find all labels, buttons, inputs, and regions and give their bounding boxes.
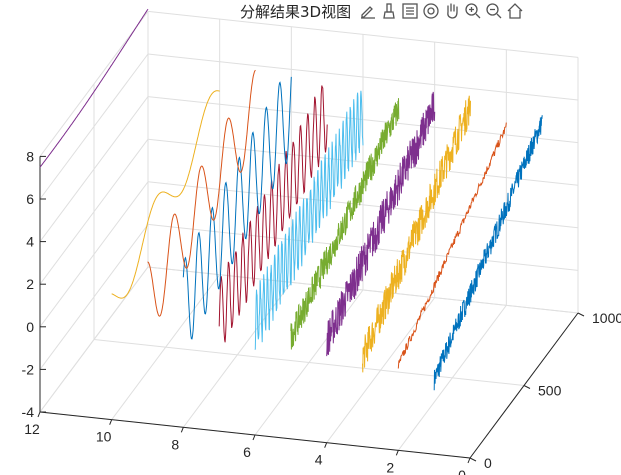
gridline-x (111, 274, 221, 420)
figure-title: 分解结果3D视图 (240, 2, 352, 21)
x-tick-mark (180, 427, 184, 433)
z-tick-label: -4 (22, 404, 35, 420)
series-line-6 (254, 90, 364, 350)
gridline-x (182, 282, 292, 428)
x-tick-mark (109, 419, 113, 425)
data-series (39, 8, 543, 391)
series-line-3 (362, 95, 471, 373)
figure-toolbar: 分解结果3D视图 (240, 0, 621, 22)
x-tick-label: 0 (458, 467, 466, 475)
x-tick-label: 8 (171, 436, 179, 452)
x-tick-mark (37, 411, 41, 418)
gridline-x (326, 297, 436, 443)
y-tick-mark (577, 312, 585, 317)
z-tick-label: 4 (26, 234, 34, 250)
brush-icon[interactable] (378, 1, 399, 21)
x-tick-label: 12 (24, 421, 40, 437)
z-tick-label: 6 (26, 191, 34, 207)
zoom-in-icon[interactable] (462, 1, 483, 21)
gridline-z (39, 11, 149, 157)
y-tick-mark (523, 385, 531, 389)
z-tick-label: 2 (26, 276, 34, 292)
series-line-2 (397, 122, 507, 369)
y-tick-label: 500 (538, 383, 562, 399)
series-line-1 (433, 115, 543, 391)
x-tick-mark (252, 434, 256, 441)
x-tick-label: 2 (386, 459, 394, 475)
series-line-5 (290, 98, 400, 350)
axes-lines (37, 155, 585, 464)
edit-figure-icon[interactable] (357, 1, 378, 21)
zoom-out-icon[interactable] (483, 1, 504, 21)
series-line-4 (326, 91, 436, 357)
y-tick-mark (469, 457, 477, 462)
legend-icon[interactable] (399, 1, 420, 21)
rotate-3d-icon[interactable] (420, 1, 441, 21)
x-tick-label: 10 (96, 429, 112, 445)
y-tick-label: 1000 (592, 310, 621, 326)
gridline-x (397, 305, 507, 451)
series-line-9 (147, 69, 256, 317)
pan-hand-icon[interactable] (441, 1, 462, 21)
x-tick-mark (324, 442, 328, 448)
z-tick-label: -2 (22, 361, 35, 377)
x-tick-mark (395, 450, 399, 456)
home-icon[interactable] (504, 1, 525, 21)
series-line-8 (182, 76, 292, 340)
z-tick-label: 8 (26, 148, 34, 164)
y-tick-label: 0 (484, 455, 492, 471)
x-tick-mark (467, 457, 471, 464)
z-tick-label: 0 (26, 319, 34, 335)
x-tick-label: 6 (243, 444, 251, 460)
tick-labels: 12 10 8 6 4 2 0 0 500 1000 8 6 4 2 0 -2 -4 (22, 148, 621, 475)
series-line-7 (218, 85, 328, 343)
gridline-x (254, 289, 364, 436)
series-line-12 (39, 8, 149, 168)
gridline-x (39, 266, 149, 413)
series-line-10 (111, 90, 220, 299)
x-tick-label: 4 (315, 452, 323, 468)
